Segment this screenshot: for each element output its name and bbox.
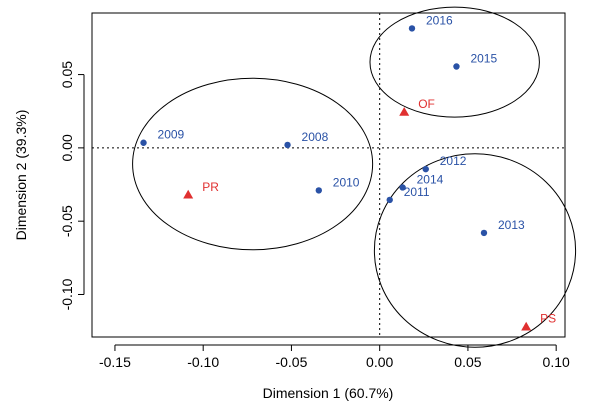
y-tick-label: 0.05: [59, 61, 75, 88]
point-PS: [521, 321, 532, 331]
x-tick-label: 0.00: [366, 354, 393, 370]
x-tick-label: 0.10: [543, 354, 570, 370]
x-tick-label: -0.05: [275, 354, 307, 370]
point-2009: [140, 139, 147, 146]
y-axis: 0.05 0.00 -0.05 -0.10: [59, 61, 85, 310]
plot-frame: [91, 12, 566, 338]
y-tick-label: 0.00: [59, 134, 75, 161]
point-2013: [480, 229, 488, 237]
x-tick-label: -0.10: [187, 354, 219, 370]
point-2008: [284, 141, 291, 149]
point-2012: [422, 165, 429, 173]
point-2016: [408, 25, 416, 32]
ellipse-1: [132, 77, 374, 251]
point-PR: [183, 189, 194, 199]
point-label-PS: PS: [540, 312, 556, 326]
x-axis-title: Dimension 1 (60.7%): [263, 385, 394, 401]
ellipse-3: [373, 153, 577, 348]
confidence-ellipses: [132, 6, 577, 348]
point-label-2008: 2008: [302, 130, 329, 144]
point-label-2014: 2014: [417, 172, 444, 186]
point-label-2009: 2009: [158, 128, 185, 142]
point-label-PR: PR: [202, 180, 219, 194]
y-axis-title: Dimension 2 (39.3%): [13, 110, 29, 241]
point-label-2010: 2010: [333, 175, 360, 189]
point-2015: [453, 63, 460, 70]
point-label-2012: 2012: [440, 154, 467, 168]
y-tick-label: -0.05: [59, 205, 75, 237]
point-2010: [315, 187, 322, 194]
point-label-2011: 2011: [404, 185, 430, 199]
x-tick-label: -0.15: [99, 354, 131, 370]
point-2011: [386, 196, 393, 204]
point-OF: [399, 106, 410, 116]
x-tick-label: 0.05: [454, 354, 481, 370]
point-label-2013: 2013: [498, 218, 525, 232]
x-axis: -0.15 -0.10 -0.05 0.00 0.05 0.10: [99, 344, 570, 370]
point-label-2015: 2015: [470, 52, 497, 66]
ellipse-2: [369, 6, 540, 118]
y-tick-label: -0.10: [59, 278, 75, 310]
point-label-2016: 2016: [426, 13, 453, 27]
point-label-OF: OF: [418, 97, 435, 111]
reference-lines: [92, 13, 565, 337]
point-2014: [399, 184, 406, 191]
